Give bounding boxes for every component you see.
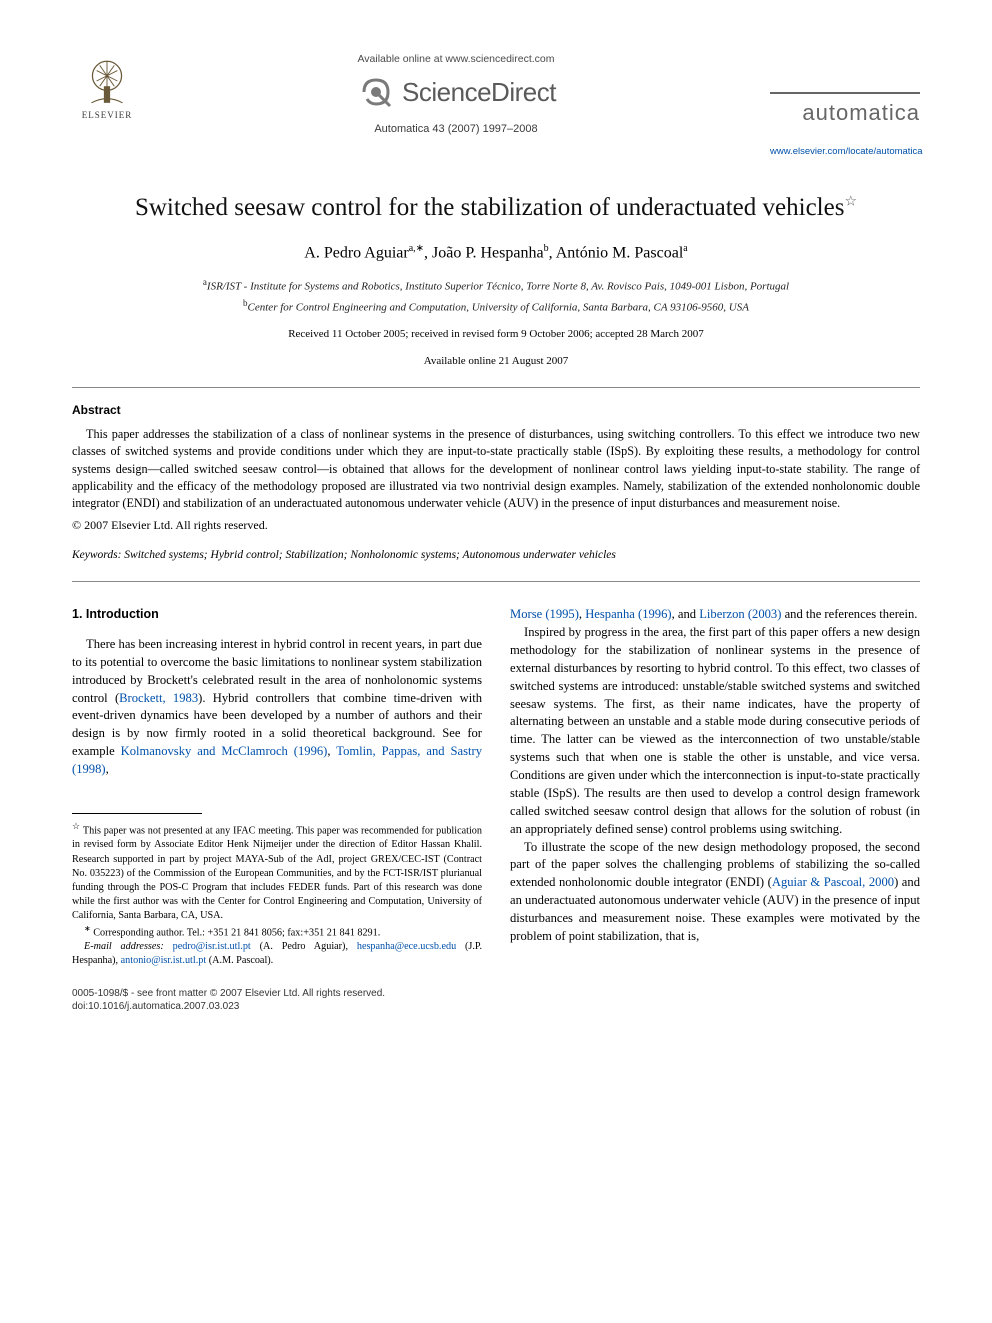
email-link-1[interactable]: pedro@isr.ist.utl.pt <box>173 941 251 952</box>
journal-reference: Automatica 43 (2007) 1997–2008 <box>142 122 770 137</box>
available-online-text: Available online at www.sciencedirect.co… <box>142 52 770 66</box>
online-date: Available online 21 August 2007 <box>72 354 920 369</box>
paper-title: Switched seesaw control for the stabiliz… <box>72 191 920 225</box>
received-dates: Received 11 October 2005; received in re… <box>72 327 920 342</box>
author-2: João P. Hespanha <box>432 245 544 262</box>
abstract-body: This paper addresses the stabilization o… <box>72 426 920 534</box>
footnote-emails: E-mail addresses: pedro@isr.ist.utl.pt (… <box>72 940 482 968</box>
footnote-star: ☆ This paper was not presented at any IF… <box>72 820 482 923</box>
ref-kolmanovsky[interactable]: Kolmanovsky and McClamroch (1996) <box>121 744 328 758</box>
affiliation-b: bCenter for Control Engineering and Comp… <box>72 297 920 316</box>
elsevier-label: ELSEVIER <box>82 109 133 121</box>
front-matter-text: 0005-1098/$ - see front matter © 2007 El… <box>72 987 385 1001</box>
affiliation-b-text: Center for Control Engineering and Compu… <box>248 301 749 313</box>
abstract-heading: Abstract <box>72 402 920 418</box>
intro-paragraph-2: Inspired by progress in the area, the fi… <box>510 624 920 839</box>
author-1: A. Pedro Aguiar <box>304 245 408 262</box>
ref-morse[interactable]: Morse (1995) <box>510 607 579 621</box>
separator-rule <box>72 387 920 388</box>
affiliation-a: aISR/IST - Institute for Systems and Rob… <box>72 276 920 295</box>
title-note-marker: ☆ <box>844 194 857 209</box>
footnote-rule <box>72 813 202 814</box>
elsevier-tree-icon <box>81 55 133 107</box>
separator-rule-2 <box>72 581 920 582</box>
footer-left: 0005-1098/$ - see front matter © 2007 El… <box>72 987 385 1014</box>
keywords-line: Keywords: Switched systems; Hybrid contr… <box>72 548 920 564</box>
right-column: Morse (1995), Hespanha (1996), and Liber… <box>510 606 920 968</box>
corresponding-author-text: Corresponding author. Tel.: +351 21 841 … <box>93 927 380 938</box>
sciencedirect-icon <box>356 72 396 112</box>
email-1-who: (A. Pedro Aguiar), <box>251 941 348 952</box>
p1-text-g: and the references therein. <box>781 607 917 621</box>
p1-text-d: , <box>106 762 109 776</box>
journal-brand-block: automatica www.elsevier.com/locate/autom… <box>770 48 920 159</box>
title-text: Switched seesaw control for the stabiliz… <box>135 194 844 221</box>
section-1-heading: 1. Introduction <box>72 606 482 624</box>
footnote-corresponding: ∗ Corresponding author. Tel.: +351 21 84… <box>72 923 482 940</box>
abstract-text: This paper addresses the stabilization o… <box>72 426 920 513</box>
email-label: E-mail addresses: <box>84 941 164 952</box>
affiliation-a-text: ISR/IST - Institute for Systems and Robo… <box>207 281 789 293</box>
author-3: António M. Pascoal <box>556 245 684 262</box>
doi-text: doi:10.1016/j.automatica.2007.03.023 <box>72 1000 385 1014</box>
ref-aguiar-pascoal[interactable]: Aguiar & Pascoal, 2000 <box>772 875 894 889</box>
journal-name: automatica <box>770 98 920 128</box>
email-3-who: (A.M. Pascoal). <box>209 955 274 966</box>
author-2-affil: b <box>544 243 549 254</box>
body-columns: 1. Introduction There has been increasin… <box>72 606 920 968</box>
sciencedirect-block: Available online at www.sciencedirect.co… <box>142 48 770 137</box>
page-footer: 0005-1098/$ - see front matter © 2007 El… <box>72 987 920 1014</box>
ref-liberzon[interactable]: Liberzon (2003) <box>699 607 781 621</box>
p1-text-c: , <box>327 744 336 758</box>
left-column: 1. Introduction There has been increasin… <box>72 606 482 968</box>
intro-paragraph-1: There has been increasing interest in hy… <box>72 636 482 779</box>
copyright-line: © 2007 Elsevier Ltd. All rights reserved… <box>72 517 920 534</box>
footnote-star-text: This paper was not presented at any IFAC… <box>72 825 482 920</box>
ref-brockett[interactable]: Brockett, 1983 <box>119 691 198 705</box>
keywords-text: Switched systems; Hybrid control; Stabil… <box>121 549 615 561</box>
sciencedirect-text: ScienceDirect <box>402 75 556 110</box>
journal-url[interactable]: www.elsevier.com/locate/automatica <box>770 146 920 159</box>
author-3-affil: a <box>683 243 687 254</box>
page-header: ELSEVIER Available online at www.science… <box>72 48 920 159</box>
email-link-3[interactable]: antonio@isr.ist.utl.pt <box>121 955 207 966</box>
elsevier-logo: ELSEVIER <box>72 48 142 128</box>
keywords-label: Keywords: <box>72 549 121 561</box>
ref-hespanha[interactable]: Hespanha (1996) <box>585 607 671 621</box>
intro-paragraph-1-cont: Morse (1995), Hespanha (1996), and Liber… <box>510 606 920 624</box>
authors-line: A. Pedro Aguiara,∗, João P. Hespanhab, A… <box>72 242 920 264</box>
intro-paragraph-3: To illustrate the scope of the new desig… <box>510 839 920 946</box>
sciencedirect-logo: ScienceDirect <box>142 72 770 112</box>
p1-text-f: , and <box>672 607 700 621</box>
email-link-2[interactable]: hespanha@ece.ucsb.edu <box>357 941 456 952</box>
author-1-affil: a,∗ <box>409 243 424 254</box>
